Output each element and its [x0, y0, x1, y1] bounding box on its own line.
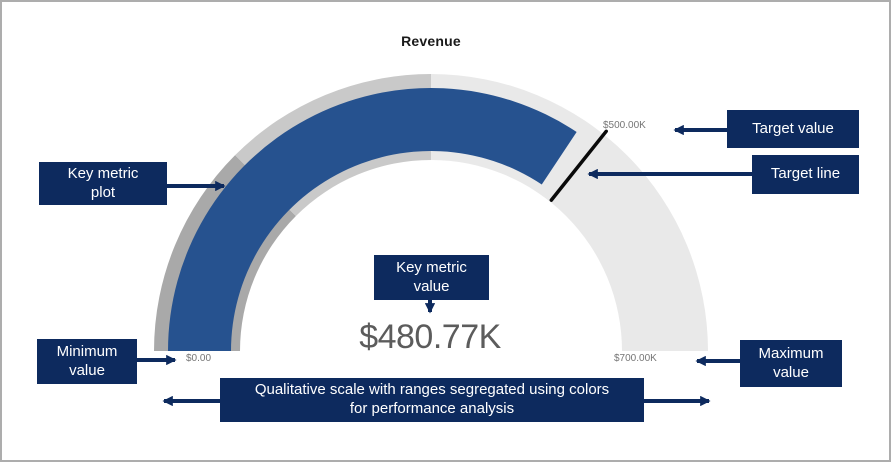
chart-title: Revenue	[401, 33, 461, 49]
callout-target-line-text: Target line	[770, 165, 841, 183]
callout-target-value-text: Target value	[752, 119, 834, 137]
callout-qualitative-scale: Qualitative scale with ranges segregated…	[220, 378, 644, 422]
key-metric-plot-arc	[168, 87, 577, 351]
minimum-value-label: $0.00	[186, 353, 212, 364]
key-metric-value-text: $480.77K	[359, 318, 501, 356]
target-value-label: $500.00K	[603, 120, 646, 131]
callout-maximum-value-text: Maximum value	[758, 344, 824, 381]
callout-maximum-value: Maximum value	[740, 340, 842, 387]
callout-key-metric-plot-text: Key metric plot	[67, 164, 139, 201]
callout-target-value: Target value	[727, 110, 859, 148]
qualitative-range-segment-2	[431, 74, 708, 351]
callout-minimum-value: Minimum value	[37, 339, 137, 384]
maximum-value-label: $700.00K	[614, 353, 657, 364]
callout-target-line: Target line	[752, 155, 859, 194]
callout-key-metric-value: Key metric value	[374, 255, 489, 300]
target-line	[549, 129, 608, 202]
callout-minimum-value-text: Minimum value	[56, 342, 118, 379]
callout-key-metric-value-text: Key metric value	[396, 258, 467, 295]
callout-qualitative-scale-text: Qualitative scale with ranges segregated…	[254, 381, 610, 417]
qualitative-range-segment-1	[235, 74, 431, 216]
callout-key-metric-plot: Key metric plot	[39, 162, 167, 205]
